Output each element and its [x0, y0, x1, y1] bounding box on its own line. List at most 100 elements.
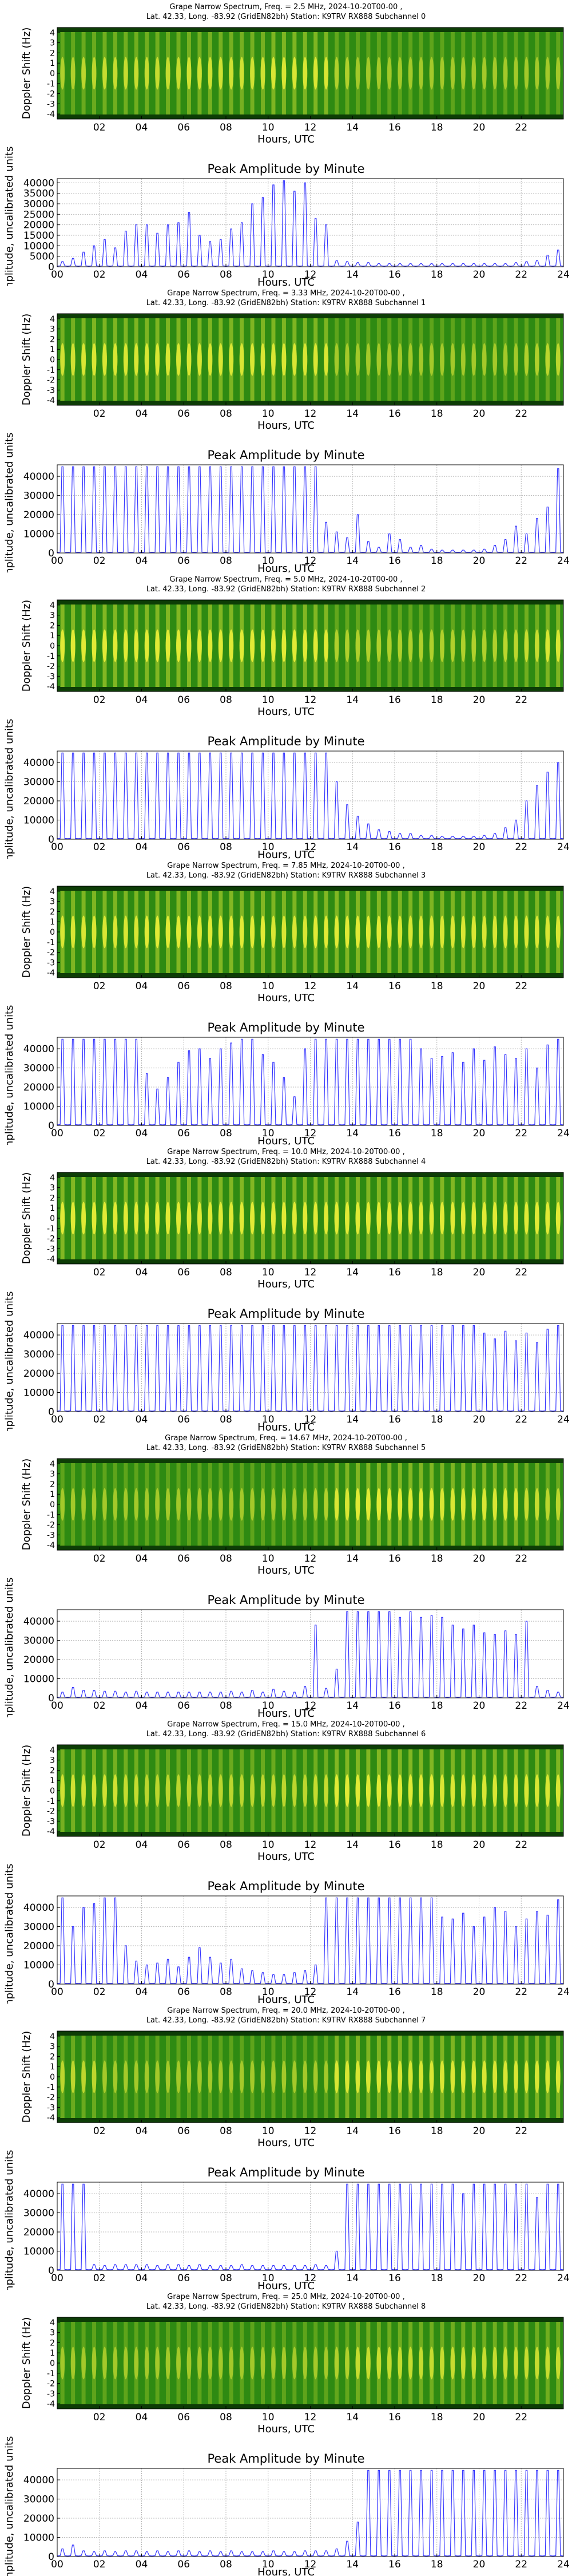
spectrogram-pulse-core: [534, 1774, 539, 1807]
spectrogram-pulse-core: [271, 1488, 276, 1521]
spectrogram-pulse-core: [408, 343, 413, 376]
spectrum-xtick-label: 20: [473, 1553, 486, 1564]
spectrogram-pulse-core: [303, 629, 308, 662]
spectrogram-pulse-core: [70, 915, 76, 949]
channel-panel-8: Grape Narrow Spectrum, Freq. = 25.0 MHz,…: [3, 2293, 570, 2576]
spectrum-xtick-label: 18: [431, 2125, 443, 2137]
spectrum-ylabel: Doppler Shift (Hz): [21, 2031, 33, 2123]
spectrogram-pulse-core: [303, 1488, 308, 1521]
amplitude-xtick-label: 14: [346, 841, 359, 853]
spectrogram-pulse-core: [471, 915, 476, 949]
amplitude-xtick-label: 24: [557, 1414, 570, 1425]
spectrogram-pulse-core: [387, 2346, 392, 2380]
spectrum-xtick-label: 10: [262, 1839, 275, 1851]
spectrogram-pulse-core: [345, 57, 350, 90]
spectrogram-pulse-core: [113, 343, 118, 376]
spectrogram-pulse-core: [334, 1774, 339, 1807]
spectrum-ytick-label: 2: [50, 907, 55, 916]
spectrum-xtick-label: 18: [431, 1267, 443, 1278]
spectrum-ytick-label: -1: [47, 2369, 55, 2379]
amplitude-xtick-label: 20: [473, 269, 486, 280]
spectrogram-pulse-core: [482, 629, 487, 662]
spectrum-ytick-label: 4: [50, 1174, 55, 1183]
channel-panel-3: Grape Narrow Spectrum, Freq. = 7.85 MHz,…: [3, 862, 570, 1145]
spectrogram-pulse-core: [460, 2060, 466, 2093]
spectrum-ytick-label: -3: [47, 1817, 55, 1826]
spectrogram-pulse-core: [408, 1774, 413, 1807]
spectrogram-pulse-core: [70, 2346, 76, 2380]
spectrogram-pulse-core: [102, 2346, 107, 2380]
spectrogram-pulse-core: [155, 57, 160, 90]
amplitude-xtick-label: 18: [431, 1414, 443, 1425]
spectrogram-pulse-core: [186, 1202, 192, 1235]
spectrogram-pulse-core: [366, 1488, 371, 1521]
spectrum-xtick-label: 08: [220, 1553, 232, 1564]
spectrum-ytick-label: -2: [47, 949, 55, 958]
amplitude-xtick-label: 16: [388, 841, 401, 853]
spectrogram-pulse-core: [123, 2346, 128, 2380]
spectrum-ytick-label: 1: [50, 1204, 55, 1213]
spectrogram-pulse-core: [208, 57, 213, 90]
amplitude-ytick-label: 40000: [23, 2475, 54, 2486]
spectrum-ytick-label: -4: [47, 110, 55, 119]
spectrogram-pulse-core: [292, 1488, 297, 1521]
amplitude-ytick-label: 5000: [30, 251, 54, 263]
spectrum-xtick-label: 10: [262, 1267, 275, 1278]
spectrum-xtick-label: 04: [136, 1553, 148, 1564]
spectrogram-pulse-core: [165, 1488, 170, 1521]
spectrogram-pulse-core: [419, 1488, 424, 1521]
spectrum-xtick-label: 14: [346, 694, 359, 706]
spectrogram-pulse-core: [144, 1202, 149, 1235]
spectrum-xtick-label: 18: [431, 1839, 443, 1851]
spectrum-ytick-label: -4: [47, 2400, 55, 2409]
spectrogram-pulse-core: [281, 2060, 287, 2093]
spectrogram-pulse-core: [492, 343, 498, 376]
amplitude-xtick-label: 06: [177, 555, 190, 567]
spectrogram-pulse-core: [398, 2346, 403, 2380]
spectrogram-pulse-core: [218, 2060, 223, 2093]
spectrum-ytick-label: -3: [47, 2389, 55, 2399]
spectrum-xtick-label: 06: [177, 1839, 190, 1851]
spectrogram-pulse-core: [524, 629, 529, 662]
spectrogram-pulse-core: [250, 629, 255, 662]
amplitude-ytick-label: 20000: [23, 2513, 54, 2524]
amplitude-ytick-label: 30000: [23, 199, 54, 210]
spectrogram-pulse-core: [471, 57, 476, 90]
amplitude-xtick-label: 02: [93, 1986, 106, 1998]
spectrum-xtick-label: 06: [177, 1267, 190, 1278]
spectrogram-pulse-core: [113, 2346, 118, 2380]
spectrogram-pulse-core: [460, 2346, 466, 2380]
amplitude-xtick-label: 08: [220, 555, 232, 567]
spectrum-xtick-label: 14: [346, 408, 359, 420]
amplitude-xtick-label: 02: [93, 2273, 106, 2284]
spectrogram-pulse-core: [260, 57, 265, 90]
spectrogram-pulse-core: [92, 1202, 97, 1235]
spectrogram-pulse-core: [165, 915, 170, 949]
spectrogram-pulse-core: [292, 57, 297, 90]
amplitude-xtick-label: 00: [51, 2273, 63, 2284]
spectrogram-pulse-core: [134, 2346, 139, 2380]
amplitude-xtick-label: 04: [136, 1128, 148, 1139]
spectrum-ylabel: Doppler Shift (Hz): [21, 1459, 33, 1551]
spectrum-xtick-label: 10: [262, 2125, 275, 2137]
spectrum-ytick-label: -2: [47, 2093, 55, 2103]
spectrogram-pulse-core: [208, 629, 213, 662]
spectrogram-pulse-core: [165, 2060, 170, 2093]
spectrogram-pulse-core: [324, 343, 329, 376]
spectrogram-pulse-core: [92, 915, 97, 949]
spectrum-title-line2: Lat. 42.33, Long. -83.92 (GridEN82bh) St…: [146, 1157, 426, 1166]
spectrogram-pulse-core: [186, 915, 192, 949]
spectrum-ytick-label: 4: [50, 601, 55, 610]
amplitude-xlabel: Hours, UTC: [257, 1994, 315, 2004]
spectrum-ytick-label: 2: [50, 621, 55, 630]
spectrogram-pulse-core: [313, 57, 318, 90]
amplitude-xtick-label: 14: [346, 1414, 359, 1425]
spectrogram-background: [57, 2031, 563, 2123]
spectrogram-pulse-core: [197, 1774, 202, 1807]
spectrogram-pulse-core: [292, 2346, 297, 2380]
amplitude-title: Peak Amplitude by Minute: [208, 1593, 365, 1607]
amplitude-ytick-label: 0: [48, 1406, 54, 1418]
spectrum-xtick-label: 18: [431, 1553, 443, 1564]
spectrum-ytick-label: 0: [50, 928, 55, 937]
